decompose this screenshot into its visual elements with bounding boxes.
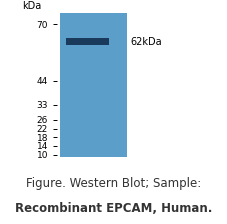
Text: kDa: kDa (22, 1, 41, 11)
Bar (65, 38, 108, 45)
Text: Figure. Western Blot; Sample:: Figure. Western Blot; Sample: (26, 177, 201, 190)
Text: Recombinant EPCAM, Human.: Recombinant EPCAM, Human. (15, 202, 212, 215)
Text: 62kDa: 62kDa (129, 37, 161, 47)
